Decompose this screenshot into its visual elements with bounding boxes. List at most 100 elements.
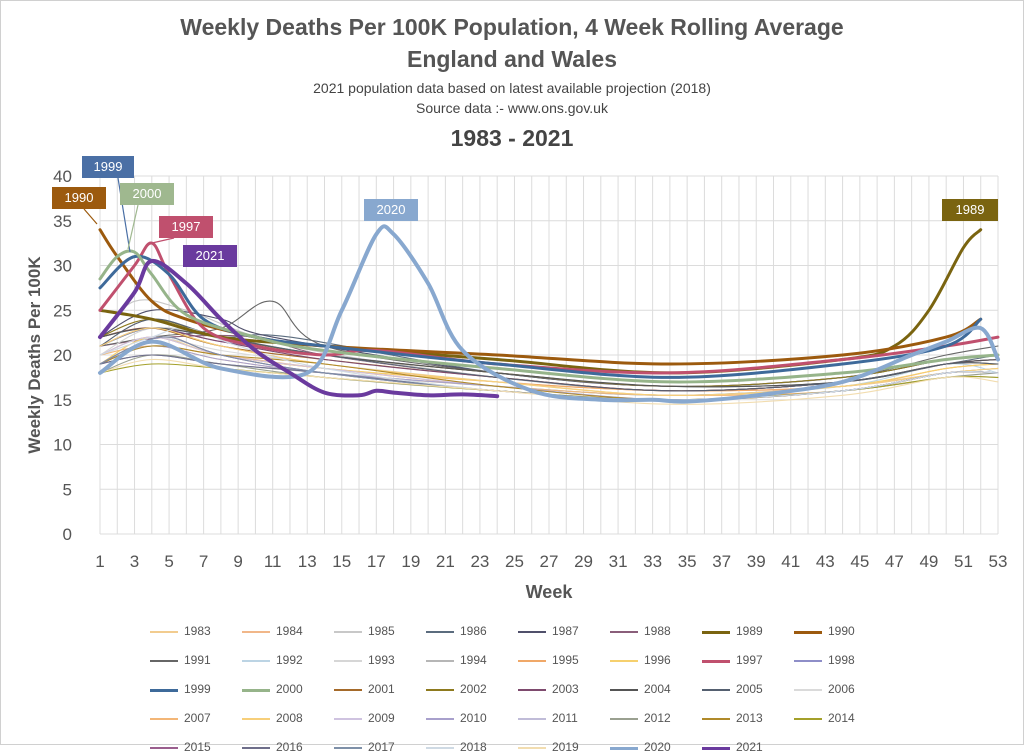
legend-item-2006: 2006 (794, 682, 886, 698)
y-tick-label: 25 (53, 301, 72, 320)
legend-swatch (518, 689, 546, 691)
legend-swatch (794, 660, 822, 662)
legend-swatch (610, 660, 638, 662)
chart-subtitle: 2021 population data based on latest ava… (313, 80, 711, 96)
legend-swatch (702, 718, 730, 720)
chart-source: Source data :- www.ons.gov.uk (416, 100, 608, 116)
x-tick-label: 31 (609, 552, 628, 571)
legend-swatch (610, 689, 638, 691)
legend-label: 2021 (736, 740, 763, 754)
legend-item-1984: 1984 (242, 624, 334, 640)
legend-swatch (242, 660, 270, 662)
chart-year-range: 1983 - 2021 (450, 125, 574, 151)
chart-title-line2: England and Wales (406, 46, 617, 72)
legend-label: 2019 (552, 740, 579, 754)
x-tick-label: 51 (954, 552, 973, 571)
y-tick-label: 5 (63, 480, 72, 499)
x-tick-label: 19 (401, 552, 420, 571)
legend-item-2013: 2013 (702, 711, 794, 727)
legend-label: 1999 (184, 682, 211, 696)
legend-label: 1997 (736, 653, 763, 667)
legend-label: 1994 (460, 653, 487, 667)
legend-swatch (150, 689, 178, 692)
x-tick-label: 35 (678, 552, 697, 571)
x-tick-label: 27 (540, 552, 559, 571)
x-tick-label: 45 (850, 552, 869, 571)
callout-1989: 1989 (942, 199, 998, 221)
legend-item-1991: 1991 (150, 653, 242, 669)
legend-swatch (426, 718, 454, 720)
legend-label: 1996 (644, 653, 671, 667)
x-tick-label: 53 (989, 552, 1008, 571)
legend-swatch (794, 631, 822, 634)
legend-item-2011: 2011 (518, 711, 610, 727)
x-tick-label: 7 (199, 552, 208, 571)
legend-swatch (334, 718, 362, 720)
legend-item-1992: 1992 (242, 653, 334, 669)
legend-swatch (518, 747, 546, 749)
series-line-2021 (98, 258, 500, 399)
legend-item-2014: 2014 (794, 711, 886, 727)
legend-swatch (794, 718, 822, 720)
callout-2021: 2021 (183, 245, 237, 267)
x-tick-label: 29 (574, 552, 593, 571)
legend-label: 2006 (828, 682, 855, 696)
x-tick-label: 15 (332, 552, 351, 571)
legend-swatch (518, 660, 546, 662)
legend-item-2003: 2003 (518, 682, 610, 698)
legend-swatch (426, 631, 454, 633)
legend-item-1999: 1999 (150, 682, 242, 698)
legend-swatch (150, 660, 178, 662)
legend-swatch (518, 718, 546, 720)
y-tick-label: 10 (53, 436, 72, 455)
legend-label: 2009 (368, 711, 395, 725)
legend-label: 2003 (552, 682, 579, 696)
legend-label: 2008 (276, 711, 303, 725)
legend-label: 1995 (552, 653, 579, 667)
legend-swatch (794, 689, 822, 691)
x-tick-label: 21 (436, 552, 455, 571)
legend-label: 2018 (460, 740, 487, 754)
legend-label: 2011 (552, 711, 578, 725)
legend-label: 1984 (276, 624, 303, 638)
callout-1990: 1990 (52, 187, 106, 209)
legend-item-1993: 1993 (334, 653, 426, 669)
x-tick-label: 49 (919, 552, 938, 571)
y-tick-label: 0 (63, 525, 72, 544)
x-tick-label: 3 (130, 552, 139, 571)
legend-label: 2012 (644, 711, 671, 725)
legend-item-1985: 1985 (334, 624, 426, 640)
legend-item-2008: 2008 (242, 711, 334, 727)
legend-swatch (426, 660, 454, 662)
callout-1997: 1997 (159, 216, 213, 238)
x-tick-label: 43 (816, 552, 835, 571)
legend-label: 1990 (828, 624, 855, 638)
legend-label: 2010 (460, 711, 487, 725)
legend-swatch (702, 631, 730, 634)
series-line-2020 (98, 224, 1000, 404)
legend-label: 2007 (184, 711, 211, 725)
legend-item-1986: 1986 (426, 624, 518, 640)
callout-2000: 2000 (120, 183, 174, 205)
x-tick-label: 39 (747, 552, 766, 571)
legend-label: 2004 (644, 682, 671, 696)
legend-label: 2014 (828, 711, 855, 725)
legend-swatch (334, 631, 362, 633)
legend-label: 1983 (184, 624, 211, 638)
legend-item-2012: 2012 (610, 711, 702, 727)
legend-item-2002: 2002 (426, 682, 518, 698)
legend-item-2017: 2017 (334, 740, 426, 756)
legend-item-1990: 1990 (794, 624, 886, 640)
legend-swatch (610, 747, 638, 750)
legend-item-1988: 1988 (610, 624, 702, 640)
legend-label: 2017 (368, 740, 395, 754)
legend-item-1987: 1987 (518, 624, 610, 640)
chart-title: Weekly Deaths Per 100K Population, 4 Wee… (180, 14, 844, 40)
x-tick-label: 25 (505, 552, 524, 571)
legend-item-2021: 2021 (702, 740, 794, 756)
legend-item-2009: 2009 (334, 711, 426, 727)
legend-swatch (702, 747, 730, 750)
legend-label: 2015 (184, 740, 211, 754)
legend-item-2005: 2005 (702, 682, 794, 698)
